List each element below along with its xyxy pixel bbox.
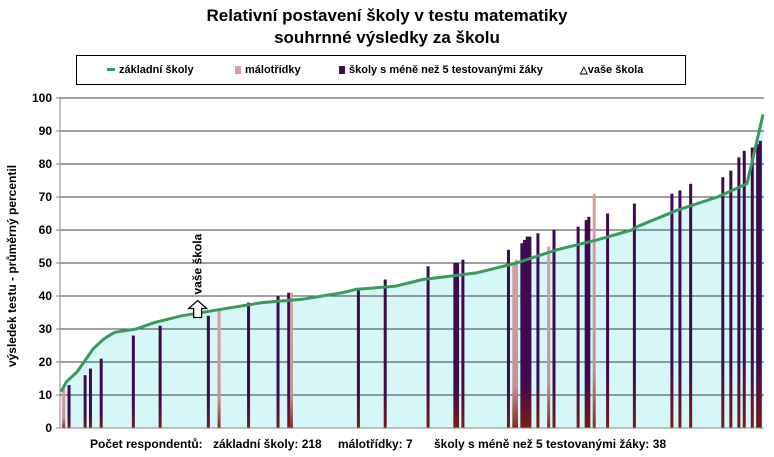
bar-few [461,259,465,428]
footer-respondents-prefix: Počet respondentů: [90,437,203,451]
bar-few [742,150,746,429]
bar-few [383,279,387,428]
bar-small [547,246,551,428]
footer-basic-count: základní školy: 218 [213,437,322,451]
legend-label-yours: vaše škola [587,64,644,76]
bar-few [632,203,636,428]
y-tick-label: 100 [32,91,52,105]
y-tick-label: 90 [39,124,53,138]
legend-marker-yours: △ [580,65,588,76]
chart-subtitle: souhrnné výsledky za školu [274,28,500,47]
bar-few [456,263,460,428]
y-tick-label: 70 [39,190,53,204]
bar-few [606,213,610,428]
bar-small [592,193,596,428]
legend-item-yours: △vaše škola [580,64,643,76]
y-tick-label: 50 [39,256,53,270]
bar-few [131,335,135,428]
legend-item-small: málotřídky [235,64,301,76]
footer-small-count: málotřídky: 7 [338,437,413,451]
y-tick-label: 20 [39,355,53,369]
legend-swatch-basic [107,68,115,71]
bar-few [536,233,540,428]
bar-few [523,239,527,428]
bar-few [506,249,510,428]
bar-few [247,302,251,428]
bar-small [514,259,518,428]
legend-label-few: školy s méně než 5 testovanými žáky [349,64,543,76]
y-tick-label: 40 [39,289,53,303]
bar-few [287,292,291,428]
bar-few [525,236,529,428]
y-tick-label: 10 [39,388,53,402]
legend-swatch-small [235,66,241,74]
bar-few [528,236,532,428]
y-tick-label: 0 [45,421,52,435]
series-line-basic [59,114,765,393]
y-tick-label: 60 [39,223,53,237]
y-tick-label: 80 [39,157,53,171]
bar-few [453,263,457,428]
bar-few [737,157,741,428]
bar-few [729,170,733,428]
bar-small [289,292,293,428]
bar-small [512,263,516,428]
bar-few [158,325,162,428]
your-school-marker [187,299,209,319]
bar-few [83,375,87,428]
bar-few [356,289,360,428]
bar-few [206,315,210,428]
bar-few [99,358,103,428]
bar-few [721,177,725,428]
bar-few [520,243,524,428]
your-school-label: vaše škola [191,233,205,294]
y-tick-label: 30 [39,322,53,336]
chart-title: Relativní postavení školy v testu matema… [206,6,568,25]
legend-item-few: školy s méně než 5 testovanými žáky [339,64,543,76]
legend: základní školy málotřídky školy s méně n… [76,55,686,85]
bar-few [576,226,580,428]
bar-few [552,230,556,428]
bar-few [750,147,754,428]
bar-few [587,216,591,428]
legend-label-basic: základní školy [119,64,194,76]
bar-few [689,183,693,428]
bar-few [426,266,430,428]
area-fill [61,114,763,428]
footer-few-count: školy s méně než 5 testovanými žáky: 38 [434,437,667,451]
bar-few [276,296,280,428]
bar-few [758,140,762,428]
bar-few [67,385,71,428]
bar-small [217,309,221,428]
bar-few [756,144,760,428]
bar-few [584,220,588,428]
bar-few [678,190,682,428]
bar-few [88,368,92,428]
bar-small [62,388,66,428]
legend-item-basic: základní školy [107,64,194,76]
legend-label-small: málotřídky [245,64,301,76]
bar-few [670,193,674,428]
legend-swatch-few [339,66,345,74]
